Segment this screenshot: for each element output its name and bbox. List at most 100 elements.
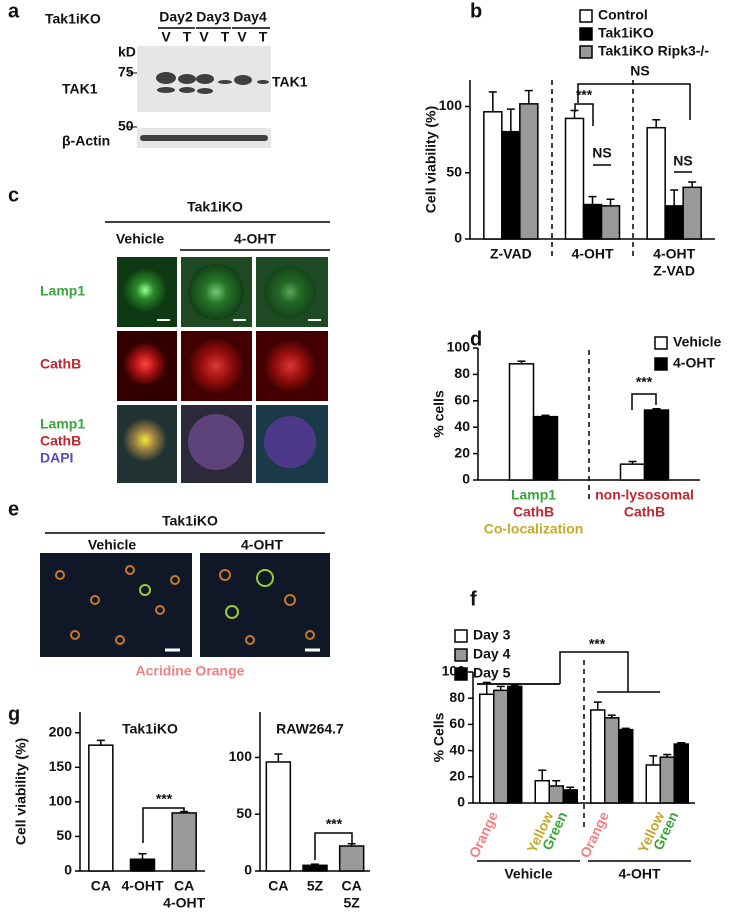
y-tick-label: 40 <box>454 418 470 434</box>
bar <box>534 417 558 480</box>
x-tick-label: 4-OHT <box>653 246 695 262</box>
bar <box>131 859 155 871</box>
bar <box>665 206 683 239</box>
bar <box>660 757 674 803</box>
y-tick-label: 100 <box>49 793 73 809</box>
y-axis-label: % Cells <box>431 712 447 762</box>
bar <box>520 104 538 239</box>
legend-swatch <box>580 10 592 22</box>
group-label: 4-OHT <box>619 866 661 882</box>
bar <box>549 786 563 803</box>
panel-letter: a <box>8 0 20 22</box>
column-label: Vehicle <box>88 537 136 553</box>
legend-label: Day 5 <box>473 665 511 681</box>
group-label: Vehicle <box>504 866 552 882</box>
bar <box>480 694 494 803</box>
legend-label: Day 4 <box>473 646 511 662</box>
bar <box>172 813 196 871</box>
panel-letter: f <box>470 588 477 610</box>
y-tick-label: 40 <box>449 741 465 757</box>
legend-label: Day 3 <box>473 627 511 643</box>
y-tick-label: 0 <box>457 794 465 810</box>
bar <box>563 790 577 803</box>
bar <box>602 206 620 239</box>
y-axis-label: Cell viability (%) <box>13 738 29 845</box>
y-tick-label: 100 <box>439 97 463 113</box>
x-tick-label: 4-OHT <box>122 878 164 894</box>
lane-label: T <box>183 29 192 45</box>
x-tick-label: CathB <box>513 504 554 520</box>
row-label: DAPI <box>40 450 73 466</box>
x-tick-label: 5Z <box>307 878 324 894</box>
y-tick-label: 60 <box>454 392 470 408</box>
y-tick-label: 0 <box>454 230 462 246</box>
western-blot <box>128 46 271 148</box>
panel-letter: g <box>8 703 20 725</box>
x-tick-label: Lamp1 <box>511 487 556 503</box>
x-tick-label: Z-VAD <box>653 263 695 279</box>
row-label: Lamp1 <box>40 283 85 299</box>
y-tick-label: 80 <box>449 689 465 705</box>
annotation: *** <box>589 636 606 652</box>
blot-title: Tak1iKO <box>45 11 101 27</box>
micrographs <box>117 257 328 483</box>
blot-label: TAK1 <box>62 81 98 97</box>
bar <box>645 410 669 480</box>
column-label: Vehicle <box>116 231 164 247</box>
annotation: *** <box>636 374 653 390</box>
bar <box>303 865 327 871</box>
bar <box>647 128 665 239</box>
legend-swatch <box>580 46 592 58</box>
y-axis-label: Cell viability (%) <box>423 106 439 213</box>
bar <box>605 718 619 803</box>
bar <box>621 464 645 480</box>
legend-label: Control <box>598 7 648 23</box>
y-tick-label: 150 <box>49 758 73 774</box>
stain-label: Acridine Orange <box>136 663 245 679</box>
y-tick-label: 50 <box>56 827 72 843</box>
legend-swatch <box>655 337 667 349</box>
panel-letter: b <box>470 0 482 22</box>
ao-title: Tak1iKO <box>162 513 218 529</box>
legend-swatch <box>455 630 467 642</box>
blot-label: β-Actin <box>62 133 110 149</box>
bar <box>535 781 549 803</box>
legend-swatch <box>580 28 592 40</box>
y-tick-label: 50 <box>446 163 462 179</box>
x-tick-label: CA <box>174 878 194 894</box>
bar <box>502 132 520 239</box>
legend-label: Vehicle <box>673 334 721 350</box>
x-tick-label: Orange <box>577 809 612 860</box>
annotation: *** <box>576 87 593 103</box>
annotation: NS <box>630 63 649 79</box>
lane-label: V <box>161 29 171 45</box>
annotation: *** <box>326 816 343 832</box>
chart-title: RAW264.7 <box>276 721 344 737</box>
bar <box>584 205 602 239</box>
x-tick-label: 5Z <box>343 895 360 911</box>
y-tick-label: 20 <box>454 444 470 460</box>
bar <box>566 118 584 239</box>
y-tick-label: 50 <box>236 805 252 821</box>
lane-label: V <box>237 29 247 45</box>
bar <box>510 364 534 480</box>
x-tick-label: CA <box>268 878 288 894</box>
y-tick-label: 0 <box>244 862 252 878</box>
y-tick-label: 100 <box>447 339 471 355</box>
legend-swatch <box>655 358 667 370</box>
y-tick-label: 100 <box>229 748 253 764</box>
x-tick-label: CA <box>342 878 362 894</box>
bar <box>591 710 605 803</box>
y-tick-label: 0 <box>64 862 72 878</box>
day-label: Day2 <box>159 9 193 25</box>
row-label: CathB <box>40 356 81 372</box>
bar <box>340 846 364 871</box>
bar <box>89 745 113 871</box>
bar <box>619 730 633 803</box>
lane-label: T <box>221 29 230 45</box>
x-tick-label: Co-localization <box>484 521 584 537</box>
lane-label: T <box>259 29 268 45</box>
column-label: 4-OHT <box>234 231 276 247</box>
row-label: Lamp1 <box>40 416 85 432</box>
x-tick-label: 4-OHT <box>572 246 614 262</box>
